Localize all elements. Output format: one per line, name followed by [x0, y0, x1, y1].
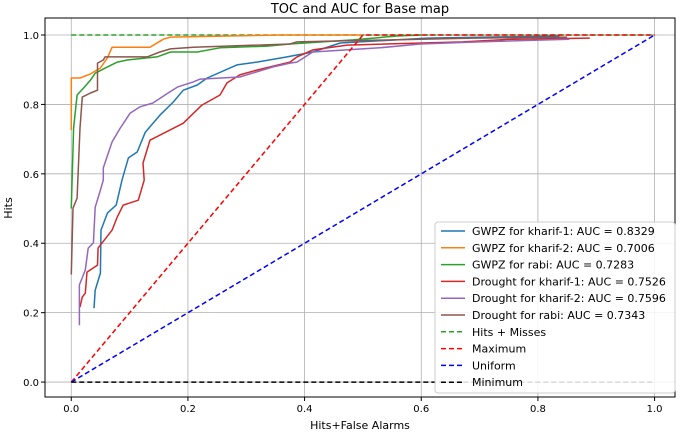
- x-tick-label: 1.0: [647, 404, 663, 415]
- legend-label: GWPZ for kharif-1: AUC = 0.8329: [472, 225, 655, 238]
- y-tick-label: 0.8: [23, 100, 39, 111]
- y-tick-label: 1.0: [23, 31, 39, 42]
- legend-box: [434, 221, 676, 394]
- x-axis-label: Hits+False Alarms: [310, 419, 410, 432]
- y-axis-label: Hits: [2, 197, 15, 219]
- legend-label: Drought for kharif-1: AUC = 0.7526: [472, 275, 666, 288]
- series-line-5: [70, 36, 568, 275]
- plot-frame: [44, 17, 676, 398]
- series-lines: [70, 34, 655, 383]
- legend-label: Drought for rabi: AUC = 0.7343: [472, 309, 645, 322]
- y-tick-label: 0.4: [23, 239, 39, 250]
- chart-title: TOC and AUC for Base map: [270, 2, 449, 17]
- legend-label: Drought for kharif-2: AUC = 0.7596: [472, 292, 666, 305]
- series-line-1: [70, 34, 363, 131]
- x-tick-label: 0.8: [530, 404, 546, 415]
- y-tick-label: 0.2: [23, 309, 39, 320]
- series-line-8: [70, 34, 655, 383]
- ticks: 0.0 0.2 0.4 0.6 0.8 1.0 0.0 0.2 0.4 0.6 0.8 1.0: [23, 31, 662, 415]
- legend-label: Hits + Misses: [472, 326, 546, 339]
- legend-label: GWPZ for rabi: AUC = 0.7283: [472, 259, 634, 272]
- legend-label: Minimum: [472, 376, 523, 389]
- x-tick-label: 0.2: [180, 404, 196, 415]
- legend: GWPZ for kharif-1: AUC = 0.8329 GWPZ for …: [434, 221, 676, 394]
- x-tick-label: 0.6: [413, 404, 429, 415]
- x-tick-label: 0.4: [297, 404, 313, 415]
- legend-label: GWPZ for kharif-2: AUC = 0.7006: [472, 242, 655, 255]
- x-tick-label: 0.0: [63, 404, 79, 415]
- y-tick-label: 0.0: [23, 378, 39, 389]
- y-tick-label: 0.6: [23, 170, 39, 181]
- series-line-0: [93, 35, 560, 309]
- series-line-3: [79, 37, 590, 308]
- legend-label: Uniform: [472, 359, 516, 372]
- legend-label: Maximum: [472, 343, 526, 356]
- series-line-4: [78, 38, 570, 326]
